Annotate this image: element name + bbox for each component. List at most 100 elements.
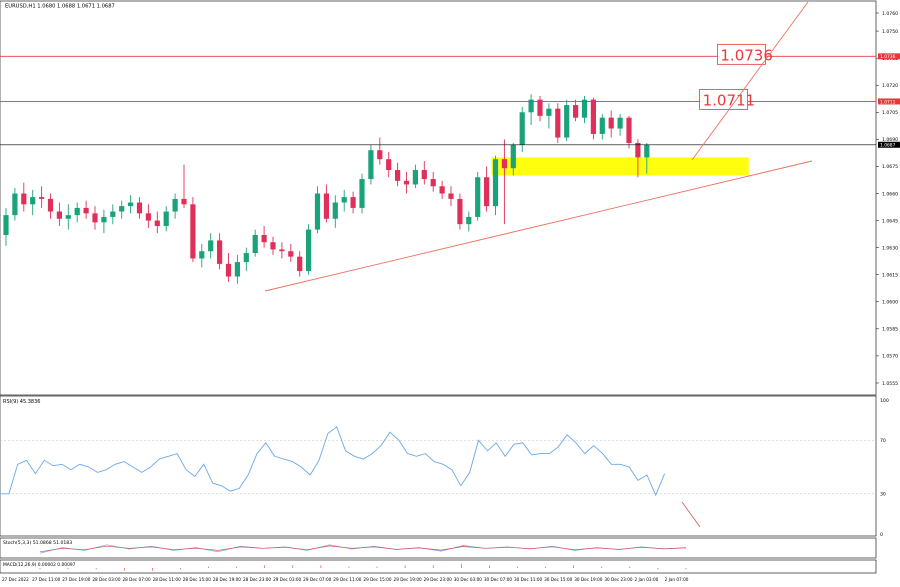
candle-body bbox=[92, 213, 98, 223]
candle-body bbox=[626, 117, 632, 143]
time-axis: 27 Dec 2022 27 Dec 11:00 27 Dec 19:00 28 De… bbox=[2, 577, 689, 582]
candle-body bbox=[457, 198, 463, 225]
time-axis-label: 29 Dec 23:00 bbox=[424, 577, 452, 582]
candle-body bbox=[386, 159, 392, 171]
candle-body bbox=[492, 159, 499, 207]
time-axis-label: 28 Dec 11:00 bbox=[153, 577, 181, 582]
candle-body bbox=[439, 186, 445, 194]
macd-panel: MACD(12,26,9) 0.00002 0.00097 bbox=[0, 559, 877, 574]
time-axis-label: 29 Dec 07:00 bbox=[303, 577, 331, 582]
candle-body bbox=[484, 177, 490, 207]
candle-body bbox=[314, 193, 321, 230]
candle-body bbox=[199, 251, 205, 259]
price-axis-label: 1.0630 bbox=[882, 245, 898, 251]
support-zone bbox=[491, 157, 749, 176]
price-level-tag-label: 1.0736 bbox=[880, 54, 896, 60]
rsi-panel-title: RSI(9) 45.3836 bbox=[3, 399, 40, 405]
candle-body bbox=[608, 117, 614, 129]
rsi-axis-label: 0 bbox=[880, 532, 883, 538]
price-axis-label: 1.0705 bbox=[882, 110, 898, 116]
candle-body bbox=[617, 117, 623, 129]
candle-body bbox=[261, 234, 267, 243]
candle-body bbox=[403, 180, 410, 185]
price-axis-label: 1.0570 bbox=[882, 354, 898, 360]
price-level-callout-box bbox=[717, 43, 766, 65]
rsi-axis: 100 70 30 0 bbox=[0, 398, 889, 538]
candle-body bbox=[74, 207, 80, 216]
rsi-lines bbox=[0, 426, 701, 528]
time-axis-label: 30 Dec 23:00 bbox=[604, 577, 632, 582]
candle-body bbox=[430, 179, 436, 187]
candle-body bbox=[332, 202, 338, 219]
candle-body bbox=[377, 150, 383, 160]
candle-body bbox=[537, 99, 543, 116]
price-level-tag-label: 1.0711 bbox=[880, 99, 896, 105]
time-axis-label: 29 Dec 11:00 bbox=[333, 577, 361, 582]
stoch-panel: Stoch(5,3,3) 51.0868 51.0183 bbox=[0, 537, 877, 559]
candle-body bbox=[101, 216, 107, 223]
stoch-line-1 bbox=[39, 545, 687, 553]
macd-bars bbox=[39, 563, 687, 571]
candle-body bbox=[136, 202, 143, 214]
candle-body bbox=[243, 253, 249, 263]
candle-body bbox=[190, 204, 196, 259]
candle-body bbox=[252, 234, 258, 254]
macd-panel-title: MACD(12,26,9) 0.00002 0.00097 bbox=[3, 562, 76, 568]
candle-body bbox=[163, 211, 169, 226]
time-axis-label: 28 Dec 03:00 bbox=[92, 577, 120, 582]
candle-body bbox=[546, 108, 552, 116]
price-axis-label: 1.0675 bbox=[882, 164, 898, 170]
candle-body bbox=[208, 240, 214, 252]
price-candles bbox=[3, 94, 650, 284]
price-level-callout-box bbox=[699, 89, 748, 110]
price-axis-label: 1.0585 bbox=[882, 327, 898, 333]
candle-body bbox=[528, 99, 534, 113]
candle-body bbox=[110, 211, 116, 217]
candle-body bbox=[501, 159, 507, 169]
price-level-callout: 1.0711 bbox=[703, 91, 756, 109]
candle-body bbox=[288, 251, 294, 257]
candle-body bbox=[350, 197, 356, 208]
candle-body bbox=[306, 229, 312, 272]
current-price-tag-label: 1.0687 bbox=[880, 143, 896, 149]
candle-body bbox=[65, 215, 71, 219]
candle-body bbox=[412, 170, 418, 185]
rsi-projection-line bbox=[681, 501, 701, 528]
candle-body bbox=[234, 262, 240, 277]
trendline bbox=[264, 160, 813, 292]
candle-body bbox=[599, 117, 605, 134]
rsi-panel: RSI(9) 45.3836 100 70 30 0 bbox=[0, 395, 889, 538]
candle-body bbox=[466, 216, 472, 225]
candle-body bbox=[555, 108, 561, 138]
price-axis-label: 1.0645 bbox=[882, 218, 898, 224]
candle-body bbox=[217, 240, 223, 264]
time-axis-label: 2 Jan 07:00 bbox=[665, 577, 689, 582]
candle-body bbox=[581, 99, 588, 118]
time-axis-label: 30 Dec 03:00 bbox=[454, 577, 482, 582]
time-axis-label: 29 Dec 03:00 bbox=[273, 577, 301, 582]
current-price-tag bbox=[878, 141, 900, 148]
rsi-panel-border bbox=[0, 395, 877, 537]
candle-body bbox=[119, 206, 125, 212]
candle-body bbox=[47, 198, 54, 212]
candle-body bbox=[395, 170, 401, 181]
price-level-callout: 1.0736 bbox=[720, 46, 773, 64]
price-axis-label: 1.0750 bbox=[882, 29, 898, 35]
price-axis-label: 1.0690 bbox=[882, 137, 898, 143]
price-panel-title: EURUSD,H1 1.0680 1.0688 1.0671 1.0687 bbox=[5, 4, 115, 10]
rsi-axis-label: 30 bbox=[880, 492, 886, 498]
stoch-lines bbox=[39, 544, 687, 554]
candle-body bbox=[39, 197, 45, 199]
candle-body bbox=[21, 193, 27, 205]
candle-body bbox=[128, 202, 134, 207]
candle-body bbox=[368, 150, 374, 180]
price-axis-label: 1.0660 bbox=[882, 191, 898, 197]
price-axis-label: 1.0555 bbox=[882, 381, 898, 387]
candle-body bbox=[590, 99, 596, 134]
price-lines: 1.0736 1.0711 1.0736 1.0711 1.0687 bbox=[0, 1, 900, 292]
time-axis-label: 30 Dec 15:00 bbox=[544, 577, 572, 582]
candle-body bbox=[154, 220, 160, 226]
